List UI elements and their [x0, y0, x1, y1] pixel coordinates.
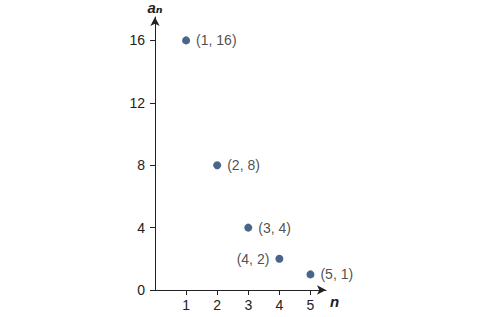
svg-text:5: 5: [307, 297, 315, 313]
svg-text:3: 3: [244, 297, 252, 313]
svg-text:(3, 4): (3, 4): [258, 220, 291, 236]
svg-text:(1, 16): (1, 16): [196, 32, 236, 48]
svg-text:(5, 1): (5, 1): [320, 266, 353, 282]
svg-text:n: n: [330, 293, 339, 310]
svg-text:2: 2: [213, 297, 221, 313]
svg-text:0: 0: [137, 282, 145, 298]
svg-text:12: 12: [129, 95, 145, 111]
svg-text:4: 4: [137, 220, 145, 236]
svg-text:aₙ: aₙ: [147, 0, 162, 16]
svg-text:16: 16: [129, 32, 145, 48]
svg-text:1: 1: [182, 297, 190, 313]
svg-text:(2, 8): (2, 8): [227, 157, 260, 173]
svg-text:8: 8: [137, 157, 145, 173]
svg-text:4: 4: [275, 297, 283, 313]
svg-text:(4, 2): (4, 2): [237, 251, 270, 267]
